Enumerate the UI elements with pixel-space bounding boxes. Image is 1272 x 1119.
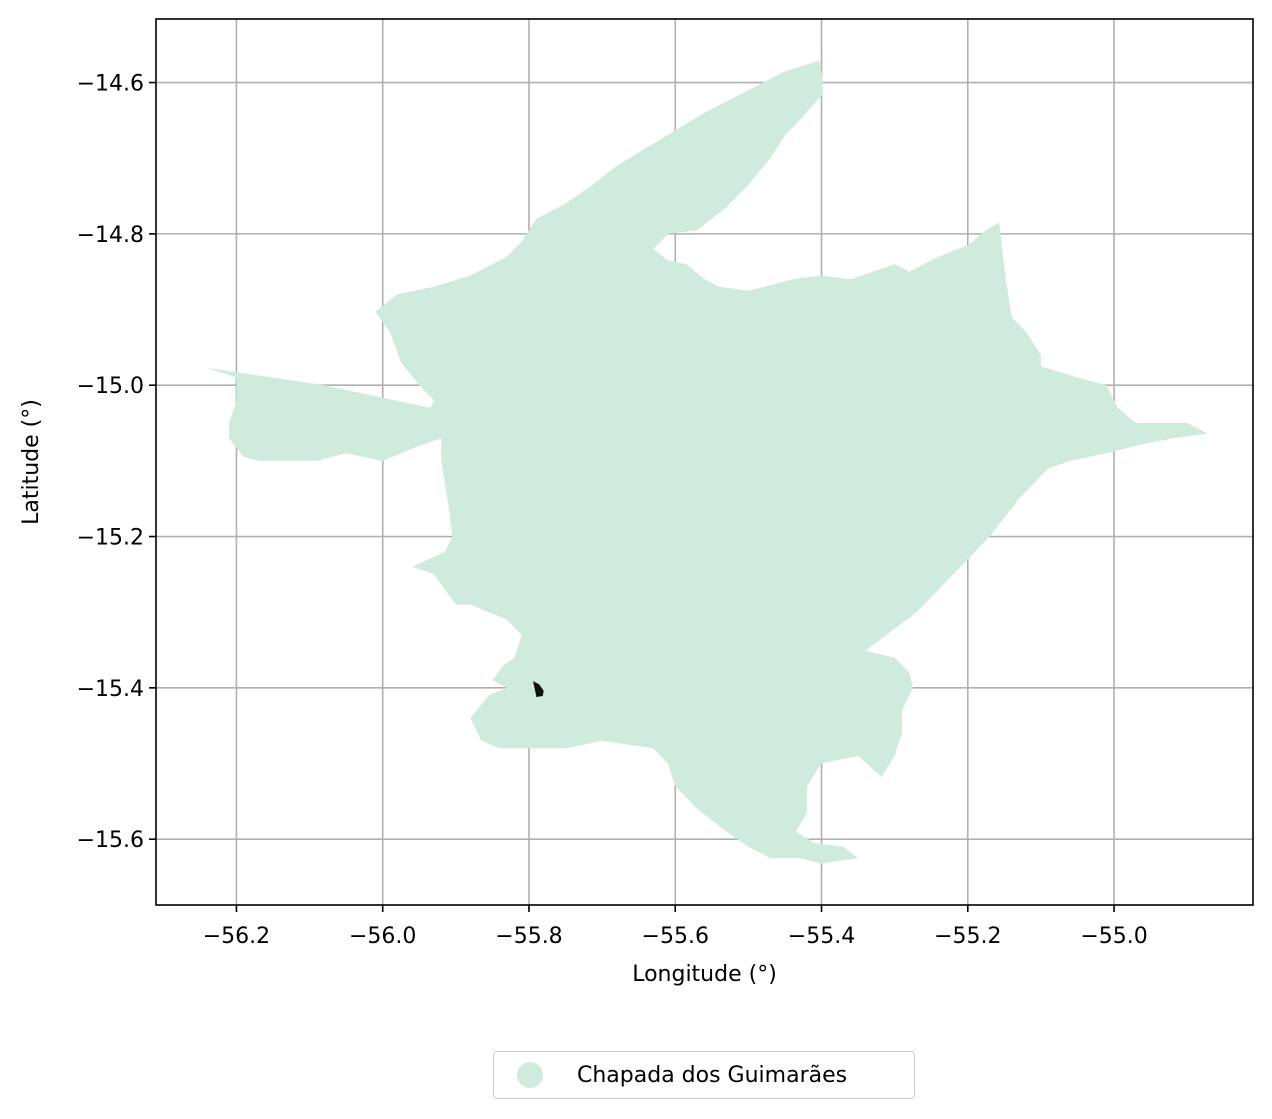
legend-label: Chapada dos Guimarães	[577, 1062, 848, 1088]
x-tick-label: −55.6	[642, 924, 709, 949]
legend-marker-icon	[517, 1062, 543, 1088]
y-tick-label: −15.2	[77, 526, 144, 551]
x-tick-label: −56.2	[203, 924, 270, 949]
region-chapada-dos-guimaraes	[207, 60, 1208, 864]
x-tick-label: −55.4	[788, 924, 855, 949]
axes-frame	[155, 18, 1254, 906]
map-regions	[207, 60, 1208, 864]
y-tick-label: −15.4	[77, 677, 144, 702]
legend: Chapada dos Guimarães	[493, 1051, 915, 1099]
y-axis-label: Latitude (°)	[19, 399, 44, 525]
x-tick-label: −55.0	[1080, 924, 1147, 949]
x-tick-label: −56.0	[349, 924, 416, 949]
x-axis-label: Longitude (°)	[632, 962, 777, 987]
x-tick-label: −55.8	[495, 924, 562, 949]
region-urban-area	[533, 681, 544, 698]
y-tick-label: −15.6	[77, 828, 144, 853]
y-tick-label: −14.6	[77, 72, 144, 97]
x-tick-label: −55.2	[934, 924, 1001, 949]
y-tick-label: −15.0	[77, 374, 144, 399]
y-tick-label: −14.8	[77, 223, 144, 248]
axis-ticks: −56.2 −56.0 −55.8 −55.6 −55.4 −55.2 −55.0 −14.6…	[77, 72, 1148, 949]
